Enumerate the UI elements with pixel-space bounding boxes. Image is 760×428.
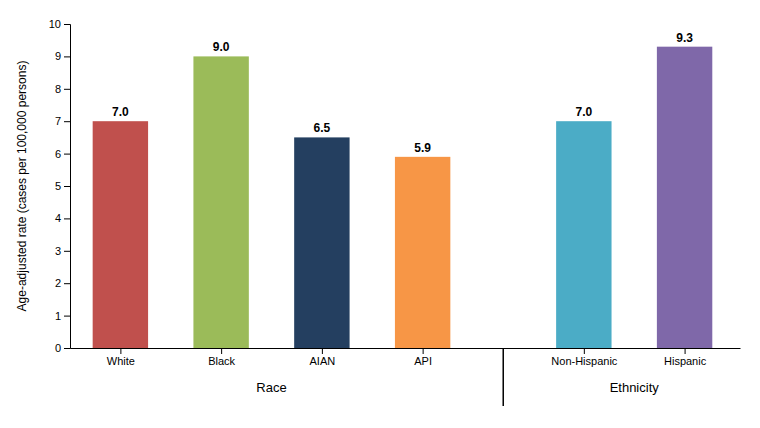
y-tick-mark: [64, 24, 70, 25]
x-tick-label: Black: [208, 355, 235, 367]
y-tick: 4: [55, 212, 70, 224]
y-tick: 9: [55, 50, 70, 62]
y-tick-mark: [64, 56, 70, 57]
y-tick: 1: [55, 310, 70, 322]
x-tick-label: White: [107, 355, 135, 367]
y-axis-line: [64, 25, 71, 349]
data-label: 5.9: [414, 141, 431, 155]
y-tick-label: 8: [55, 83, 61, 95]
group-divider: [502, 348, 504, 406]
y-tick-label: 0: [55, 342, 61, 354]
y-tick-mark: [64, 251, 70, 252]
x-tick: White: [107, 348, 135, 367]
bar: [395, 157, 450, 348]
data-label: 7.0: [112, 105, 129, 119]
bar: [93, 121, 148, 348]
bars: [93, 47, 713, 348]
group-label: Race: [256, 380, 286, 395]
data-label: 9.3: [676, 31, 693, 45]
plot: 0 1 2 3 4 5 6 7 8 9 10 White Black AIAN API Non-Hispani…: [15, 18, 741, 406]
y-tick-mark: [64, 218, 70, 219]
y-tick-mark: [64, 186, 70, 187]
y-tick-mark: [64, 121, 70, 122]
data-label: 7.0: [575, 105, 592, 119]
x-tick: Non-Hispanic: [551, 348, 618, 367]
x-tick-label: AIAN: [310, 355, 336, 367]
y-tick: 7: [55, 115, 70, 127]
y-tick: 10: [49, 18, 70, 30]
y-axis: 0 1 2 3 4 5 6 7 8 9 10: [49, 18, 71, 354]
x-axis: White Black AIAN API Non-Hispanic Hispanic: [71, 348, 741, 367]
x-tick-mark: [322, 348, 323, 354]
y-tick: 5: [55, 180, 70, 192]
group-label: Ethnicity: [610, 380, 660, 395]
chart-container: 0 1 2 3 4 5 6 7 8 9 10 White Black AIAN API Non-Hispani…: [0, 0, 760, 428]
x-tick-label: Non-Hispanic: [551, 355, 618, 367]
y-tick-label: 10: [49, 18, 61, 30]
x-tick-mark: [423, 348, 424, 354]
x-tick: AIAN: [310, 348, 336, 367]
y-tick: 3: [55, 245, 70, 257]
y-tick-label: 2: [55, 277, 61, 289]
data-label: 9.0: [213, 40, 230, 54]
groups: Race Ethnicity: [256, 348, 659, 406]
x-tick-label: API: [414, 355, 432, 367]
x-tick: Black: [208, 348, 235, 367]
bar: [556, 121, 611, 348]
x-tick: API: [414, 348, 432, 367]
y-tick: 0: [55, 342, 70, 354]
x-tick-mark: [221, 348, 222, 354]
y-tick-label: 3: [55, 245, 61, 257]
y-tick-label: 6: [55, 148, 61, 160]
y-tick: 2: [55, 277, 70, 289]
x-axis-line: [71, 348, 741, 349]
x-tick: Hispanic: [664, 348, 707, 367]
y-axis-title: Age-adjusted rate (cases per 100,000 per…: [15, 61, 29, 312]
chart: 0 1 2 3 4 5 6 7 8 9 10 White Black AIAN API Non-Hispani…: [0, 0, 760, 428]
data-labels: 7.0 9.0 6.5 5.9 7.0 9.3: [112, 31, 693, 155]
data-label: 6.5: [314, 121, 331, 135]
y-tick-mark: [64, 316, 70, 317]
x-tick-mark: [120, 348, 121, 354]
y-tick-label: 4: [55, 212, 61, 224]
x-tick-label: Hispanic: [664, 355, 707, 367]
y-tick-label: 1: [55, 310, 61, 322]
y-tick-mark: [64, 283, 70, 284]
y-tick-label: 9: [55, 50, 61, 62]
y-tick-mark: [64, 89, 70, 90]
y-tick-label: 7: [55, 115, 61, 127]
bar: [193, 56, 248, 348]
y-tick: 8: [55, 83, 70, 95]
bar: [657, 47, 712, 348]
y-tick-mark: [64, 154, 70, 155]
y-tick-label: 5: [55, 180, 61, 192]
y-tick: 6: [55, 148, 70, 160]
bar: [294, 137, 349, 348]
x-tick-mark: [584, 348, 585, 354]
x-tick-mark: [685, 348, 686, 354]
y-tick-mark: [64, 348, 70, 349]
